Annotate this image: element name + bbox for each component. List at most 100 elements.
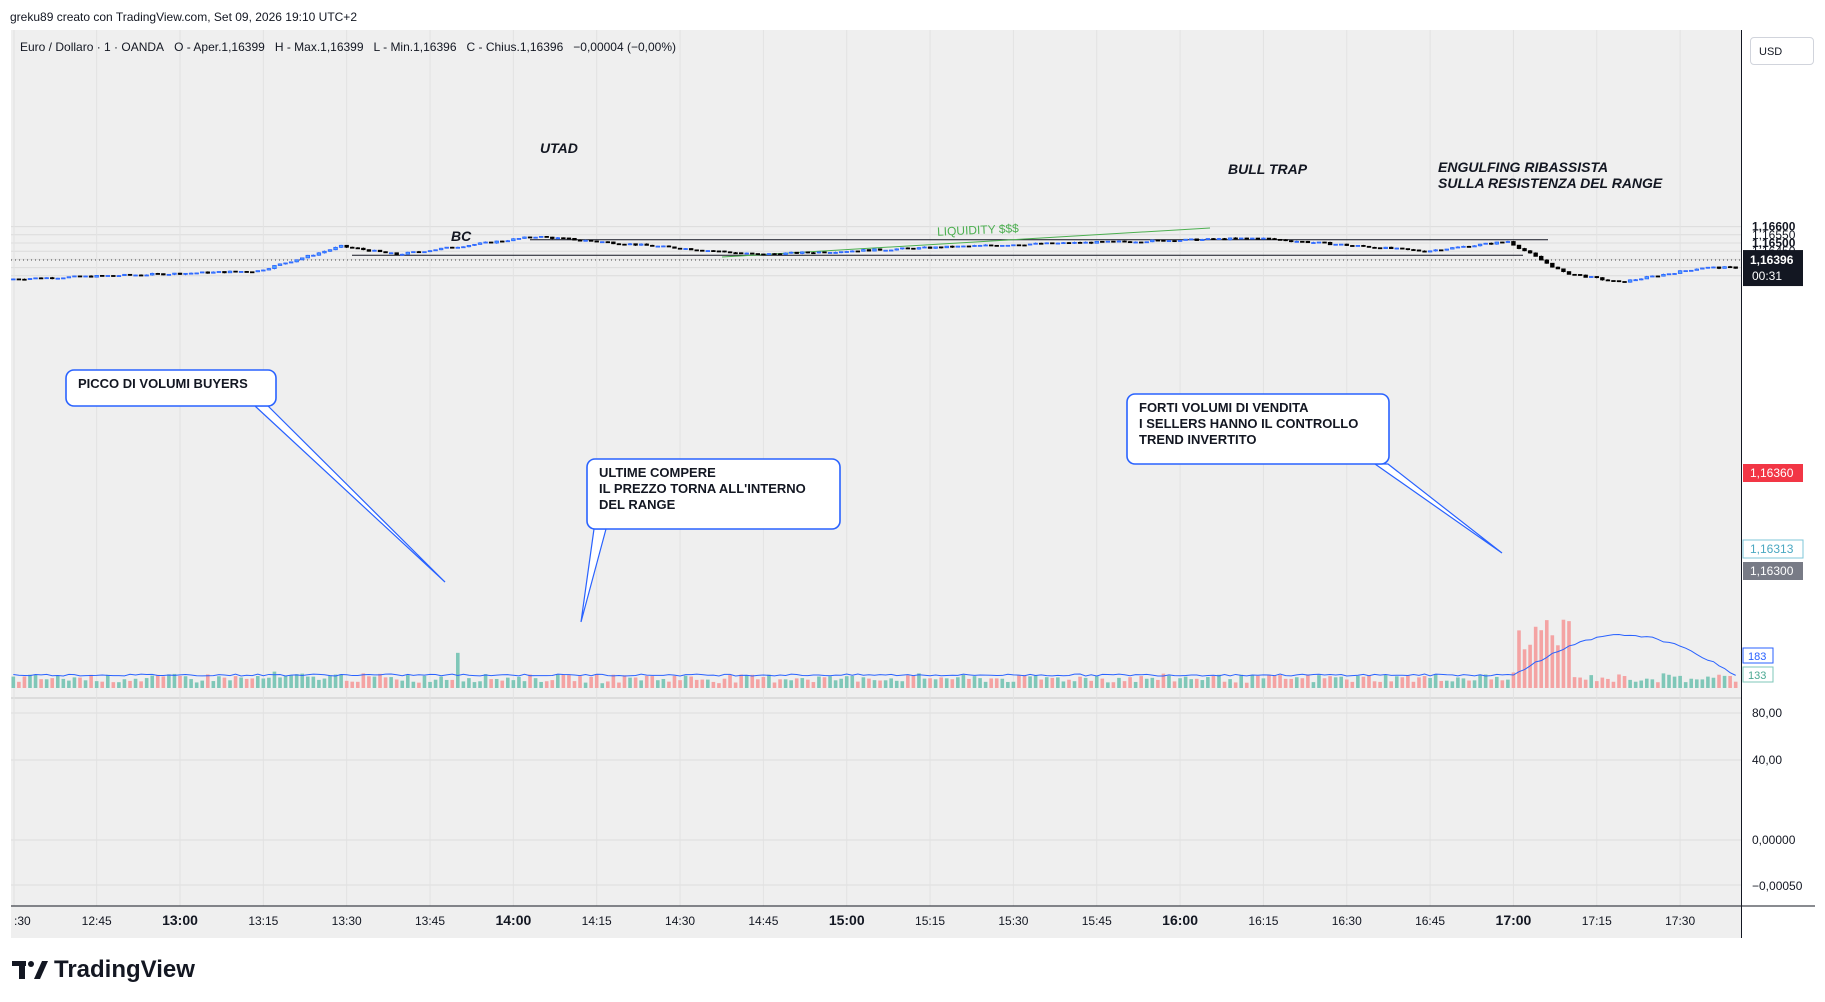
candle (150, 272, 155, 276)
volume-bar (1633, 681, 1638, 688)
candle-body (1244, 237, 1249, 240)
candle (311, 254, 316, 257)
candle-body (733, 252, 738, 255)
volume-bar (639, 680, 643, 688)
candle-body (483, 241, 488, 244)
candle-body (716, 250, 722, 253)
volume-bar (667, 681, 671, 688)
callout-buyers-tail (253, 405, 446, 583)
candle-body (311, 254, 316, 257)
currency-selector[interactable]: USD (1750, 37, 1814, 65)
candle-body (222, 271, 227, 274)
candle-body (1400, 247, 1405, 250)
candle-body (1172, 240, 1177, 243)
candle (1283, 239, 1288, 242)
volume-bar (978, 678, 982, 688)
candle-body (277, 263, 283, 266)
candle-body (1439, 249, 1444, 252)
candle (366, 249, 372, 252)
volume-bar (411, 681, 416, 688)
volume-bar (1517, 630, 1521, 688)
candle-body (405, 251, 410, 255)
candle (77, 275, 83, 278)
candle-body (1255, 237, 1261, 240)
candle-body (1450, 247, 1455, 250)
candle-body (266, 268, 272, 271)
candle-body (1433, 249, 1438, 252)
volume-bar (378, 673, 382, 688)
candle-body (1000, 244, 1005, 247)
candle (466, 245, 472, 248)
price-tick: 1,16500 (1752, 236, 1796, 250)
candle-body (550, 236, 555, 239)
volume-bar (761, 676, 766, 688)
candle-body (1572, 273, 1577, 276)
callout-buyers: PICCO DI VOLUMI BUYERS (65, 369, 446, 583)
candle-body (700, 249, 705, 252)
candle (672, 246, 677, 249)
candle (1422, 250, 1427, 253)
price-tick: 1,16600 (1752, 220, 1796, 234)
volume-bar (178, 675, 182, 688)
volume-bar (561, 674, 566, 688)
candle-body (861, 249, 866, 252)
volume-bar (1617, 674, 1621, 688)
candle-body (461, 246, 466, 249)
callout-sellers-text: I SELLERS HANNO IL CONTROLLO (1139, 416, 1358, 431)
candle-body (233, 270, 238, 273)
candle (627, 242, 633, 246)
candle-body (1616, 280, 1622, 283)
volume-bar (1478, 674, 1482, 688)
candle-body (472, 243, 477, 246)
volume-bar (250, 678, 255, 688)
volume-bar (339, 674, 343, 688)
candle (694, 249, 699, 252)
candle (955, 245, 961, 248)
volume-bar (133, 678, 138, 688)
volume-bar (928, 678, 932, 688)
candle (1600, 277, 1605, 281)
volume-bar (956, 677, 960, 688)
axis-labels: 1,166001,165501,165001,164501,163501,163… (11, 220, 1815, 938)
volume-bar (111, 682, 116, 688)
tradingview-logo[interactable]: TradingView (12, 956, 195, 984)
candle-body (288, 261, 294, 264)
candle-body (977, 244, 983, 247)
candle-body (661, 245, 666, 248)
candle-body (1100, 240, 1105, 243)
candle-body (77, 275, 83, 278)
candle-body (238, 271, 244, 273)
candle (1222, 237, 1227, 241)
candle (177, 272, 183, 275)
candle-body (1594, 276, 1599, 279)
candle (1472, 245, 1477, 248)
candle (372, 249, 377, 252)
volume-bar (1578, 677, 1582, 688)
candle-body (1405, 248, 1411, 251)
volume-bar (850, 675, 855, 688)
volume-bar (939, 677, 943, 688)
candle-body (188, 272, 194, 275)
candle (883, 249, 888, 252)
volume-bar (1194, 678, 1199, 688)
volume-bar (478, 681, 482, 688)
volume-bar (355, 681, 360, 688)
candle (1494, 241, 1499, 245)
price-axis[interactable] (1741, 30, 1816, 938)
candle-body (966, 245, 972, 248)
volume-bar (367, 676, 371, 688)
candle (938, 246, 944, 249)
candle-body (172, 272, 177, 275)
candle-body (166, 273, 172, 276)
callout-last-buys-text: ULTIME COMPERE (599, 465, 716, 480)
candle (1394, 247, 1399, 250)
candle-body (1344, 243, 1349, 246)
candle-body (383, 251, 388, 254)
plot-area[interactable] (11, 30, 1741, 938)
volume-bar (1694, 679, 1699, 688)
candle-body (1366, 245, 1372, 248)
candle-body (44, 277, 49, 280)
candle-body (1600, 277, 1605, 281)
candle-body (400, 253, 405, 256)
candle (1250, 237, 1255, 240)
